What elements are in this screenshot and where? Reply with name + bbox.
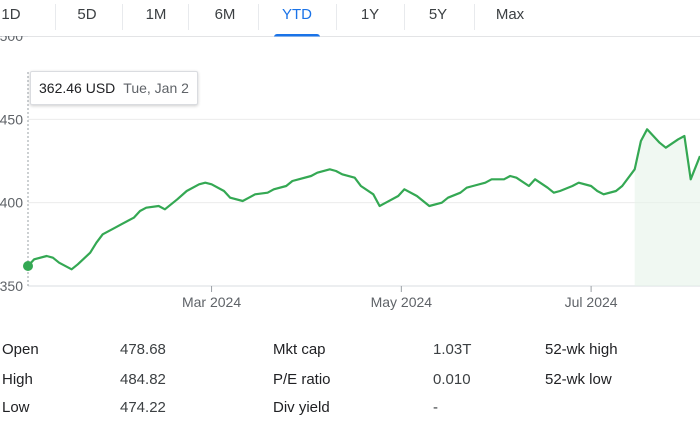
stat-open-label: Open (2, 341, 39, 358)
tab-1m-label: 1M (145, 6, 167, 23)
chart-grid (28, 36, 700, 287)
x-tick-label: Jul 2024 (565, 294, 618, 310)
tab-5d[interactable]: 5D (70, 6, 104, 30)
stats-row: Open 478.68 Mkt cap 1.03T 52-wk high (0, 341, 700, 367)
tooltip-date: Tue, Jan 2 (123, 80, 189, 96)
tab-separator (404, 4, 405, 30)
stat-div-yield-label: Div yield (273, 399, 330, 416)
tab-1y[interactable]: 1Y (354, 6, 386, 30)
tab-separator (474, 4, 475, 30)
y-tick-label: 350 (0, 278, 23, 294)
range-tabs: 1D 5D 1M 6M YTD 1Y 5Y Max (0, 0, 700, 37)
stat-mkt-cap-value: 1.03T (433, 341, 472, 358)
price-line (27, 128, 700, 271)
tooltip-price: 362.46 USD (39, 80, 116, 96)
price-tooltip: 362.46 USD Tue, Jan 2 (30, 71, 198, 105)
stat-high-value: 484.82 (120, 371, 166, 388)
y-tick-label: 400 (0, 195, 23, 211)
y-tick-label: 450 (0, 111, 23, 127)
tab-1d-label: 1D (1, 6, 21, 23)
stat-div-yield-value: - (433, 399, 438, 416)
stat-52wk-low-label: 52-wk low (545, 371, 612, 388)
tab-1d[interactable]: 1D (0, 6, 22, 30)
x-tick-label: May 2024 (371, 294, 433, 310)
stats-row: High 484.82 P/E ratio 0.010 52-wk low (0, 371, 700, 397)
tab-6m-label: 6M (214, 6, 236, 23)
stat-mkt-cap-label: Mkt cap (273, 341, 326, 358)
x-tick-label: Mar 2024 (182, 294, 241, 310)
stats-panel: Open 478.68 Mkt cap 1.03T 52-wk high Hig… (0, 336, 700, 421)
stat-pe-ratio-value: 0.010 (433, 371, 471, 388)
stats-row: Low 474.22 Div yield - (0, 399, 700, 425)
y-tick-label: 500 (0, 36, 23, 44)
stat-high-label: High (2, 371, 33, 388)
tab-1y-label: 1Y (360, 6, 380, 23)
tab-ytd[interactable]: YTD (274, 6, 320, 37)
hover-marker (23, 261, 33, 271)
tab-separator (336, 4, 337, 30)
price-area (634, 129, 700, 286)
stat-low-label: Low (2, 399, 30, 416)
tab-max[interactable]: Max (490, 6, 530, 30)
tab-5d-label: 5D (77, 6, 97, 23)
stat-open-value: 478.68 (120, 341, 166, 358)
tab-separator (258, 4, 259, 30)
tab-max-label: Max (495, 6, 525, 23)
stat-low-value: 474.22 (120, 399, 166, 416)
tab-5y[interactable]: 5Y (420, 6, 456, 30)
tab-separator (122, 4, 123, 30)
stat-52wk-high-label: 52-wk high (545, 341, 618, 358)
stat-pe-ratio-label: P/E ratio (273, 371, 331, 388)
tab-1m[interactable]: 1M (138, 6, 174, 30)
tab-5y-label: 5Y (428, 6, 448, 23)
tab-ytd-label: YTD (282, 6, 312, 23)
price-chart[interactable]: 350 400 450 500 Mar 2024 May 2024 Jul 2024 (0, 36, 700, 336)
tab-6m[interactable]: 6M (206, 6, 244, 30)
chart-axis-ticks: 350 400 450 500 Mar 2024 May 2024 Jul 2024 (0, 36, 618, 310)
tab-separator (55, 4, 56, 30)
tab-separator (188, 4, 189, 30)
